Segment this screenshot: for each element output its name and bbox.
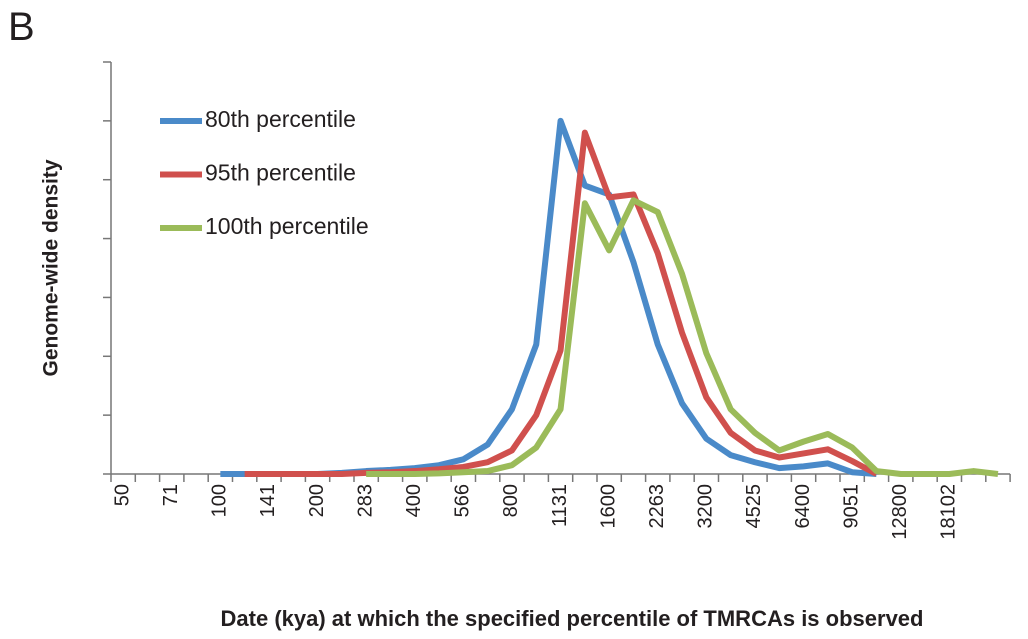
legend-label: 95th percentile [205, 160, 356, 186]
x-tick-label: 100 [209, 484, 231, 517]
x-tick-label: 6400 [792, 484, 814, 529]
x-axis-label: Date (kya) at which the specified percen… [221, 606, 924, 631]
x-tick-label: 4525 [743, 484, 765, 529]
x-tick-label: 9051 [840, 484, 862, 529]
x-tick-label: 200 [306, 484, 328, 517]
series-line [244, 129, 878, 477]
x-tick-label: 1600 [597, 484, 619, 529]
legend-label: 80th percentile [205, 106, 356, 132]
series-line [366, 197, 999, 477]
x-tick-label: 12800 [889, 484, 911, 540]
x-tick-label: 2263 [646, 484, 668, 529]
x-tick-label: 18102 [938, 484, 960, 540]
panel-label: B [8, 5, 35, 49]
x-tick-label: 141 [257, 484, 279, 517]
x-tick-label: 71 [160, 484, 182, 506]
x-tick-label: 566 [452, 484, 474, 517]
legend-label: 100th percentile [205, 213, 369, 239]
x-tick-label: 283 [354, 484, 376, 517]
x-tick-label: 3200 [695, 484, 717, 529]
x-tick-label: 50 [111, 484, 133, 506]
y-axis-label: Genome-wide density [40, 159, 63, 376]
x-tick-label: 800 [500, 484, 522, 517]
x-tick-label: 1131 [549, 484, 571, 527]
x-tick-label: 400 [403, 484, 425, 517]
